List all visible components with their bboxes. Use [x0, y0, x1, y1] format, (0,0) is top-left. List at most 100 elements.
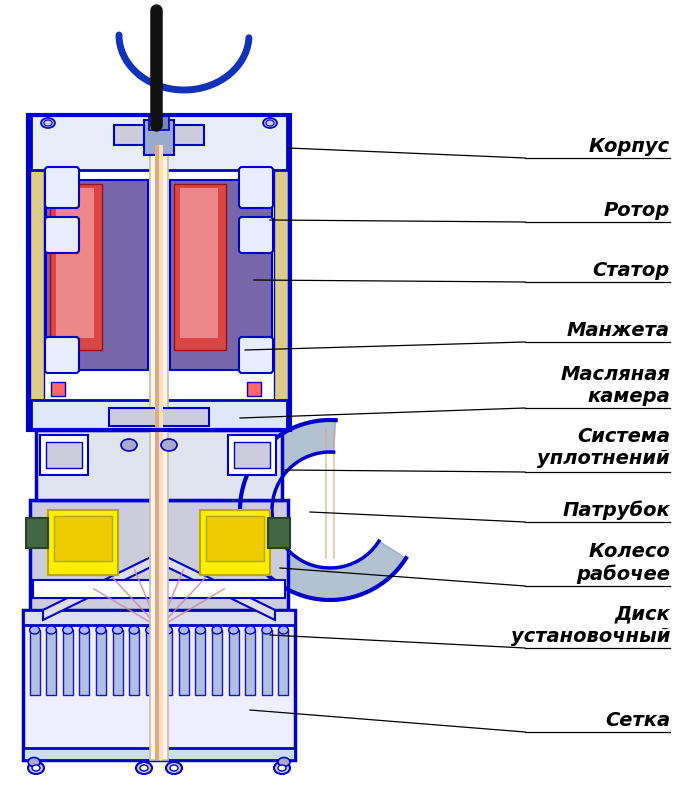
Bar: [206, 516, 264, 561]
Bar: [30, 500, 288, 610]
Bar: [96, 630, 106, 695]
Bar: [268, 518, 290, 548]
Ellipse shape: [46, 626, 56, 634]
Bar: [112, 630, 122, 695]
Ellipse shape: [28, 758, 40, 766]
Bar: [149, 115, 169, 130]
Bar: [48, 510, 118, 575]
Bar: [28, 115, 290, 430]
Bar: [46, 180, 148, 370]
Bar: [30, 120, 44, 425]
Bar: [40, 435, 88, 475]
FancyBboxPatch shape: [239, 167, 273, 208]
Polygon shape: [163, 555, 275, 620]
Ellipse shape: [262, 626, 272, 634]
Bar: [46, 630, 56, 695]
FancyBboxPatch shape: [239, 337, 273, 373]
Ellipse shape: [28, 762, 44, 774]
Bar: [228, 435, 276, 475]
Ellipse shape: [140, 765, 148, 771]
Bar: [31, 115, 287, 170]
Bar: [179, 630, 189, 695]
Ellipse shape: [179, 626, 189, 634]
Ellipse shape: [228, 626, 239, 634]
Bar: [174, 184, 226, 350]
Bar: [23, 610, 295, 760]
Bar: [144, 120, 174, 155]
Bar: [31, 400, 287, 430]
Bar: [30, 630, 39, 695]
Bar: [247, 382, 261, 396]
Bar: [146, 630, 156, 695]
Bar: [129, 630, 139, 695]
Bar: [234, 442, 270, 468]
Bar: [195, 630, 205, 695]
Bar: [33, 580, 285, 598]
Ellipse shape: [63, 626, 73, 634]
Ellipse shape: [212, 626, 222, 634]
Bar: [163, 630, 172, 695]
FancyBboxPatch shape: [45, 337, 79, 373]
FancyBboxPatch shape: [45, 217, 79, 253]
Ellipse shape: [96, 626, 106, 634]
Ellipse shape: [170, 765, 178, 771]
Ellipse shape: [80, 626, 89, 634]
Ellipse shape: [266, 120, 274, 126]
Polygon shape: [240, 420, 406, 600]
Polygon shape: [240, 420, 406, 600]
Bar: [50, 184, 102, 350]
Bar: [23, 610, 295, 625]
Bar: [200, 510, 270, 575]
Ellipse shape: [129, 626, 139, 634]
Ellipse shape: [32, 765, 40, 771]
Bar: [109, 408, 209, 426]
Ellipse shape: [41, 118, 55, 128]
Ellipse shape: [195, 626, 205, 634]
Bar: [46, 442, 82, 468]
Ellipse shape: [166, 762, 182, 774]
Ellipse shape: [136, 762, 152, 774]
Ellipse shape: [30, 626, 39, 634]
Text: Статор: Статор: [593, 261, 670, 279]
Text: Корпус: Корпус: [589, 138, 670, 157]
Text: Система
уплотнений: Система уплотнений: [537, 427, 670, 469]
Bar: [150, 145, 168, 760]
Bar: [26, 518, 48, 548]
Bar: [245, 630, 255, 695]
Ellipse shape: [278, 765, 286, 771]
Text: Колесо
рабочее: Колесо рабочее: [576, 542, 670, 584]
Bar: [54, 516, 112, 561]
Polygon shape: [43, 555, 155, 620]
Bar: [212, 630, 222, 695]
Ellipse shape: [278, 626, 288, 634]
Ellipse shape: [163, 626, 172, 634]
Ellipse shape: [274, 762, 290, 774]
Bar: [170, 180, 272, 370]
Text: Манжета: Манжета: [567, 321, 670, 339]
Bar: [23, 748, 295, 760]
Ellipse shape: [263, 118, 277, 128]
Bar: [155, 145, 160, 760]
Ellipse shape: [146, 626, 156, 634]
Bar: [278, 630, 288, 695]
Text: Масляная
камера: Масляная камера: [560, 365, 670, 406]
Text: Диск
установочный: Диск установочный: [511, 605, 670, 646]
Bar: [63, 630, 73, 695]
Text: Сетка: Сетка: [605, 710, 670, 730]
Ellipse shape: [44, 120, 52, 126]
FancyBboxPatch shape: [45, 167, 79, 208]
Ellipse shape: [278, 758, 290, 766]
Bar: [228, 630, 239, 695]
Ellipse shape: [161, 439, 177, 451]
Bar: [80, 630, 89, 695]
Bar: [274, 120, 288, 425]
Bar: [180, 188, 218, 338]
Ellipse shape: [245, 626, 255, 634]
Text: Ротор: Ротор: [604, 201, 670, 219]
Bar: [114, 125, 204, 145]
FancyBboxPatch shape: [239, 217, 273, 253]
Ellipse shape: [121, 439, 137, 451]
Bar: [159, 145, 163, 760]
Ellipse shape: [112, 626, 122, 634]
Text: Патрубок: Патрубок: [562, 500, 670, 520]
